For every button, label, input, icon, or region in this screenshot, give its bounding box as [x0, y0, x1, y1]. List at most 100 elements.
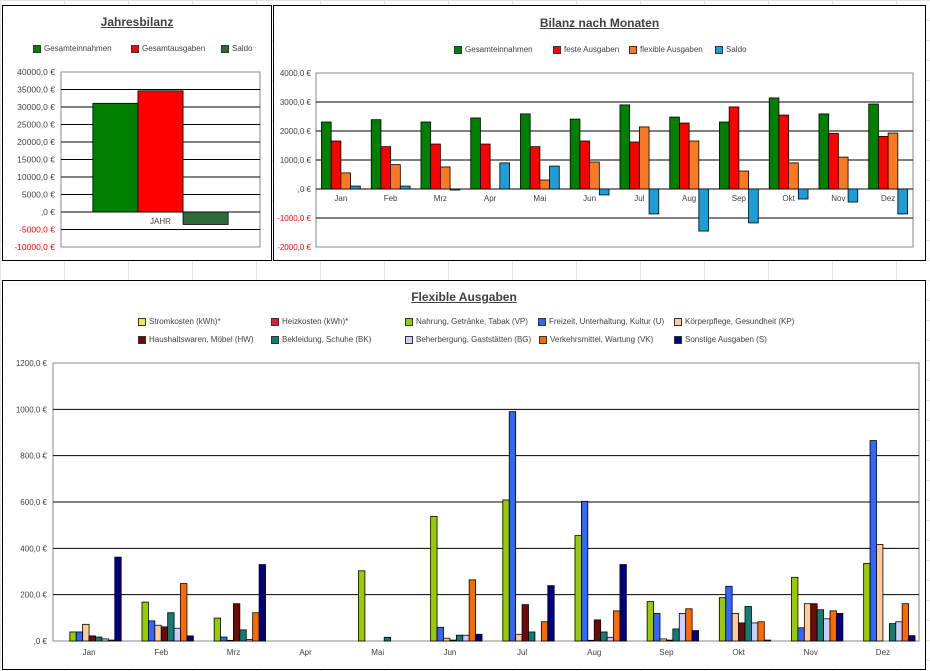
bar-saldo-mrz — [449, 188, 461, 191]
x-tick-label: Mai — [371, 648, 384, 657]
bar-k-rperpflege-gesundheit-kp-aug — [587, 639, 595, 642]
y-tick-label: 4000,0 € — [280, 69, 312, 78]
legend-label: flexible Ausgaben — [640, 45, 703, 54]
legend-label: Haushaltswaren, Möbel (HW) — [149, 335, 254, 344]
plot-area: 1200,0 € 1000,0 € 800,0 € 600,0 € 400,0 € 200… — [16, 359, 920, 657]
x-tick-label: Sep — [732, 194, 747, 203]
bar-gesamteinnahmen-jan — [321, 121, 332, 190]
chart-jahresbilanz[interactable]: Jahresbilanz Gesamteinnahmen Gesamtausgab… — [2, 5, 272, 261]
y-tick-label: 10000,0 € — [17, 172, 55, 182]
bar-nahrung-getr-nke-tabak-vp-nov — [791, 576, 799, 642]
bar-feste-ausgaben-sep — [728, 106, 740, 190]
legend-item-saldo: Saldo — [221, 44, 252, 53]
bar-freizeit-unterhaltung-kultur-u-feb — [148, 620, 156, 642]
bar-gesamtausgaben-jahr — [137, 90, 184, 213]
bar-freizeit-unterhaltung-kultur-u-jan — [75, 631, 84, 642]
bar-feste-ausgaben-nov — [828, 132, 839, 190]
legend-item-freizeit-unterhaltung-kultur-u: Freizeit, Unterhaltung, Kultur (U) — [538, 317, 664, 326]
bar-flexible-ausgaben-mai — [539, 179, 550, 190]
bar-k-rperpflege-gesundheit-kp-jun — [443, 637, 451, 642]
bar-gesamteinnahmen-sep — [719, 121, 730, 190]
bar-freizeit-unterhaltung-kultur-u-aug — [581, 500, 589, 642]
legend-item-verkehrsmittel-wartung-vk: Verkehrsmittel, Wartung (VK) — [539, 335, 653, 344]
x-tick-label: Dez — [876, 648, 890, 657]
bar-bekleidung-schuhe-bk-dez — [888, 623, 897, 642]
legend-label: Körperpflege, Gesundheit (KP) — [685, 317, 795, 326]
bar-feste-ausgaben-mai — [529, 146, 541, 190]
bar-verkehrsmittel-wartung-vk-jun — [468, 579, 477, 642]
bar-feste-ausgaben-jul — [629, 141, 640, 190]
legend-item-gesamtausgaben: Gesamtausgaben — [131, 44, 205, 53]
legend-label: Heizkosten (kWh)* — [282, 317, 349, 326]
bar-bekleidung-schuhe-bk-sep — [672, 628, 680, 642]
chart-title: Bilanz nach Monaten — [539, 16, 660, 30]
legend-swatch — [674, 317, 682, 326]
legend-item-k-rperpflege-gesundheit-kp: Körperpflege, Gesundheit (KP) — [674, 317, 794, 326]
bar-gesamteinnahmen-feb — [370, 119, 382, 190]
bar-nahrung-getr-nke-tabak-vp-mrz — [213, 617, 221, 642]
bar-k-rperpflege-gesundheit-kp-feb — [154, 624, 162, 642]
bar-sonstige-ausgaben-s-okt — [763, 639, 772, 642]
bar-flexible-ausgaben-nov — [837, 156, 849, 190]
x-tick-label: Sep — [659, 648, 674, 657]
bar-sonstige-ausgaben-s-jul — [547, 585, 555, 642]
bar-haushaltswaren-m-bel-hw-jan — [88, 635, 96, 642]
bar-saldo-nov — [847, 188, 859, 203]
bar-feste-ausgaben-feb — [380, 146, 392, 190]
bar-flexible-ausgaben-okt — [788, 162, 799, 190]
x-tick-label: Jun — [443, 648, 456, 657]
bar-freizeit-unterhaltung-kultur-u-dez — [869, 440, 877, 642]
y-tick-label: 3000,0 € — [280, 98, 312, 107]
legend-label: Bekleidung, Schuhe (BK) — [282, 335, 372, 344]
x-tick-label: Mrz — [434, 194, 447, 203]
bar-sonstige-ausgaben-s-mrz — [258, 564, 266, 642]
bar-saldo-jan — [350, 185, 361, 190]
bar-freizeit-unterhaltung-kultur-u-sep — [653, 613, 661, 642]
bar-sonstige-ausgaben-s-nov — [836, 613, 844, 642]
legend-item-gesamteinnahmen: Gesamteinnahmen — [33, 44, 112, 53]
chart-flexible-ausgaben[interactable]: Flexible Ausgaben Stromkosten (kWh)* Heiz… — [2, 280, 926, 670]
y-tick-label: 600,0 € — [20, 498, 47, 507]
bar-flexible-ausgaben-aug — [688, 140, 700, 190]
bar-haushaltswaren-m-bel-hw-aug — [593, 619, 602, 642]
legend-item-saldo: Saldo — [715, 45, 746, 54]
chart-title: Jahresbilanz — [100, 15, 174, 29]
bar-verkehrsmittel-wartung-vk-mrz — [252, 612, 260, 642]
bar-haushaltswaren-m-bel-hw-sep — [666, 639, 674, 642]
y-tick-label: 800,0 € — [20, 452, 47, 461]
legend-swatch — [715, 45, 723, 54]
legend-label: Gesamteinnahmen — [44, 44, 112, 53]
y-tick-label: -2000,0 € — [277, 243, 311, 252]
bar-feste-ausgaben-apr — [480, 143, 491, 190]
x-tick-label: Jul — [517, 648, 527, 657]
legend-item-sonstige-ausgaben-s: Sonstige Ausgaben (S) — [674, 335, 767, 344]
legend-swatch — [131, 44, 139, 53]
bar-nahrung-getr-nke-tabak-vp-sep — [646, 601, 654, 642]
legend-item-nahrung-getr-nke-tabak-vp: Nahrung, Getränke, Tabak (VP) — [405, 317, 528, 326]
legend-item-beherbergung-gastst-tten-bg: Beherbergung, Gaststätten (BG) — [405, 335, 531, 344]
bar-beherbergung-gastst-tten-bg-okt — [751, 622, 759, 642]
legend-swatch — [138, 317, 146, 326]
bar-verkehrsmittel-wartung-vk-sep — [685, 608, 693, 642]
bar-gesamteinnahmen-mai — [520, 113, 531, 190]
bar-nahrung-getr-nke-tabak-vp-feb — [141, 601, 149, 642]
legend-label: Nahrung, Getränke, Tabak (VP) — [416, 317, 528, 326]
bar-gesamteinnahmen-dez — [868, 103, 879, 190]
bar-haushaltswaren-m-bel-hw-jul — [521, 604, 529, 642]
bar-feste-ausgaben-jan — [330, 140, 342, 190]
y-tick-label: ,0 € — [41, 207, 55, 217]
x-tick-label: JAHR — [150, 217, 171, 226]
bar-sonstige-ausgaben-s-feb — [186, 635, 194, 642]
legend-swatch — [405, 335, 413, 344]
y-tick-label: -10000,0 € — [14, 242, 55, 252]
bar-gesamteinnahmen-apr — [470, 117, 481, 190]
y-tick-label: -1000,0 € — [277, 214, 311, 223]
x-tick-label: Jan — [334, 194, 347, 203]
legend-swatch — [553, 45, 561, 54]
legend-swatch — [221, 44, 229, 53]
legend-label: Saldo — [232, 44, 253, 53]
bar-bekleidung-schuhe-bk-jun — [455, 634, 464, 642]
bar-k-rperpflege-gesundheit-kp-dez — [876, 543, 884, 642]
bar-saldo-jahr — [182, 211, 229, 225]
chart-bilanz-nach-monaten[interactable]: Bilanz nach Monaten Gesamteinnahmen feste… — [273, 5, 926, 261]
